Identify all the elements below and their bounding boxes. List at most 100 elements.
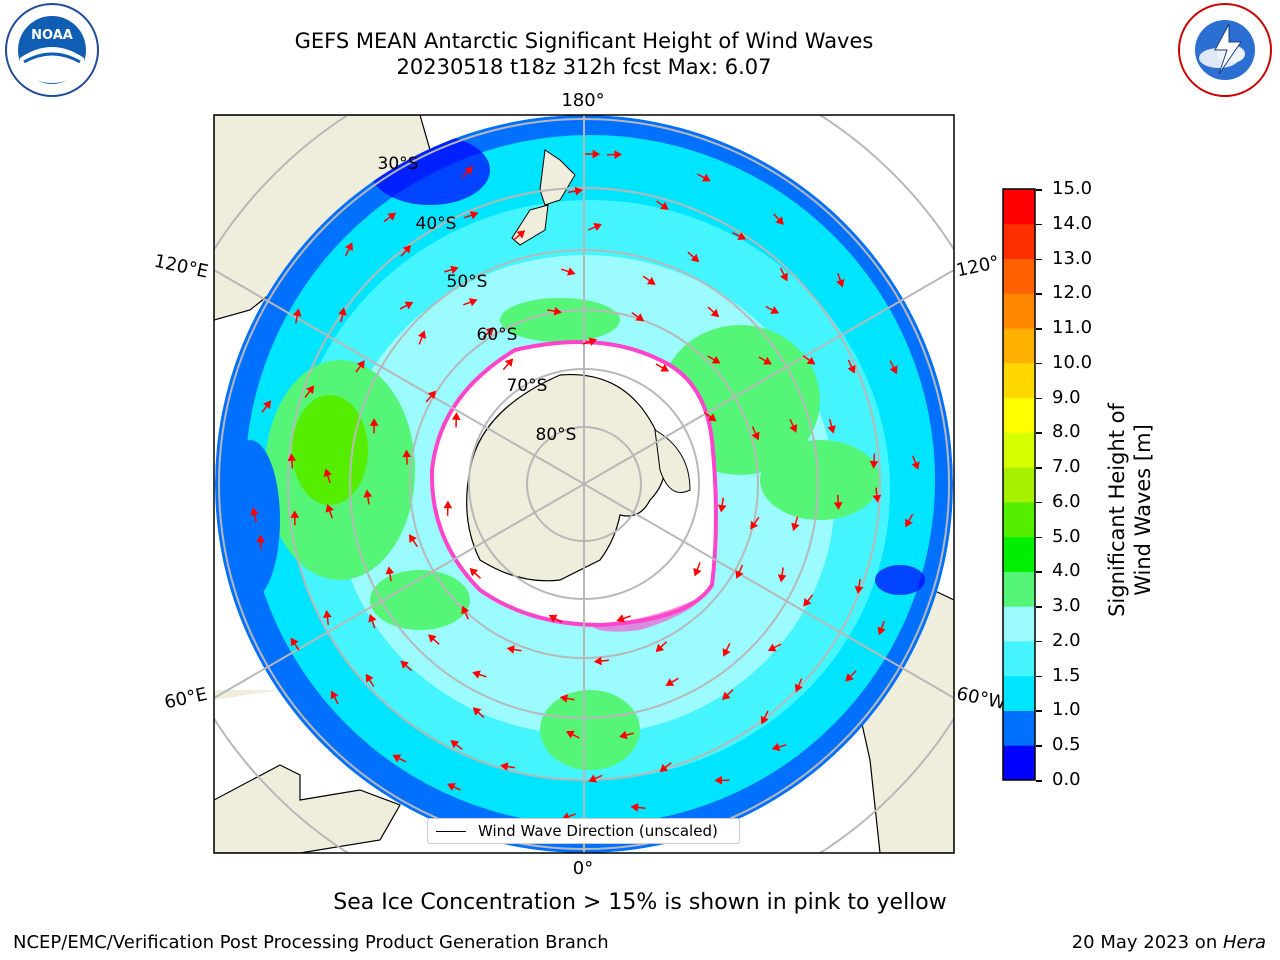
wind-arrow-head [789,424,798,433]
wind-arrow-head [911,461,920,470]
wind-arrow-head [345,242,353,252]
wind-arrow-head [559,694,568,703]
colorbar-label: Significant Height of Wind Waves [m] [1105,403,1155,617]
antarctica [429,340,718,632]
colorbar-block [1003,745,1035,781]
colorbar-block [1003,536,1035,572]
new-zealand [539,149,576,206]
colorbar-tick-label: 7.0 [1052,456,1081,478]
wind-arrow-head [368,613,377,623]
wind-arrow-head [701,173,711,182]
wind-arrow-head [566,730,575,739]
wind-arrow-head [323,610,332,618]
colorbar-tick-label: 13.0 [1052,247,1093,269]
chart-subtitle: 20230518 t18z 312h fcst Max: 6.07 [396,55,772,79]
noaa-logo: NOAA [5,3,99,97]
wind-arrow-head [779,272,788,282]
wind-arrow-head [443,500,453,509]
wind-arrow-head [735,570,744,579]
colorbar-tick-mark [1036,501,1042,504]
colorbar-tick-label: 12.0 [1052,282,1093,304]
footer-host: Hera [1222,932,1266,953]
colorbar-block [1003,328,1035,364]
wind-arrow-head [707,413,717,422]
wind-arrow-head [338,307,347,316]
wind-arrow-head [262,400,272,410]
wind-arrow-head [722,691,731,700]
wind-arrow-head [287,453,297,462]
wind-arrow-head [323,468,332,477]
wind-arrow-head [427,390,437,400]
colorbar-tick-mark [1036,362,1042,365]
colorbar-tick-mark [1036,745,1042,747]
wind-arrow-head [385,566,395,575]
wind-arrow-head [614,150,622,159]
wind-arrow-head [469,211,479,220]
wind-arrow-head [833,502,843,510]
colorbar-tick-label: 3.0 [1052,595,1081,617]
wind-arrow-head [330,690,339,700]
wind-arrow-head [854,585,864,594]
wind-arrow-head [594,656,602,666]
wind-arrow-head [472,707,482,716]
wind-arrow-head [450,265,459,274]
colorbar-tick-label: 1.5 [1052,664,1081,686]
legend-label: Wind Wave Direction (unscaled) [478,822,718,840]
lat-label-80s: 80°S [536,425,577,445]
wind-arrow-head [417,330,427,339]
wind-arrow-head [836,278,845,288]
colorbar-tick-mark [1036,397,1042,400]
wind-arrow-head [770,306,779,314]
wind-arrow-head [548,614,558,623]
wind-arrow-head [646,276,656,285]
lon-label-0: 0° [573,858,593,879]
wind-arrow-head [404,301,414,310]
wind-arrow-head [464,166,473,175]
wind-arrow-head [660,363,669,372]
lat-label-40s: 40°S [416,214,457,234]
colorbar-tick-mark [1036,780,1042,782]
wind-arrow-head [325,504,334,513]
wind-arrow-head [710,308,720,318]
colorbar-tick-label: 15.0 [1052,178,1093,199]
colorbar-tick-label: 2.0 [1052,629,1081,651]
wind-arrow-head [256,534,265,543]
lat-label-60s: 60°S [477,325,518,345]
wind-arrow-head [847,364,856,374]
wind-arrow-head [872,494,882,503]
wind-arrow-head [402,245,411,254]
wind-arrow-head [889,365,898,375]
wind-arrow-head [290,510,300,518]
colorbar-block [1003,432,1035,468]
colorbar-block [1003,258,1035,294]
footer-date-text: 20 May 2023 on [1071,932,1223,953]
wind-arrow-head [553,306,562,316]
wind-arrow-head [469,568,479,577]
wind-arrow-head [619,730,628,740]
colorbar-block [1003,362,1035,399]
colorbar-tick-mark [1036,606,1042,608]
wind-arrow-head [794,683,803,693]
wind-arrow-head [402,449,412,458]
wind-arrow-head [363,489,373,498]
lon-label-60e: 60°E [163,684,210,714]
colorbar-tick-mark [1036,293,1042,295]
wind-arrow-head [447,783,456,791]
colorbar-block [1003,675,1035,711]
wind-arrow-head [450,740,460,749]
wind-arrow-head [690,253,700,263]
wind-arrow-head [306,385,315,395]
colorbar-tick-mark [1036,640,1042,643]
colorbar-block [1003,293,1035,329]
legend-line [436,831,466,832]
wind-arrow-head [791,522,800,532]
colorbar-block [1003,710,1035,746]
wind-arrow-head [400,660,409,669]
wind-arrow-head [504,358,514,367]
lon-label-180: 180° [561,90,604,111]
colorbar-tick-mark [1036,710,1042,712]
chart-title: GEFS MEAN Antarctic Significant Height o… [294,29,874,53]
wind-arrow-head [693,567,702,577]
wind-arrow-head [387,212,397,221]
colorbar-block [1003,501,1035,538]
